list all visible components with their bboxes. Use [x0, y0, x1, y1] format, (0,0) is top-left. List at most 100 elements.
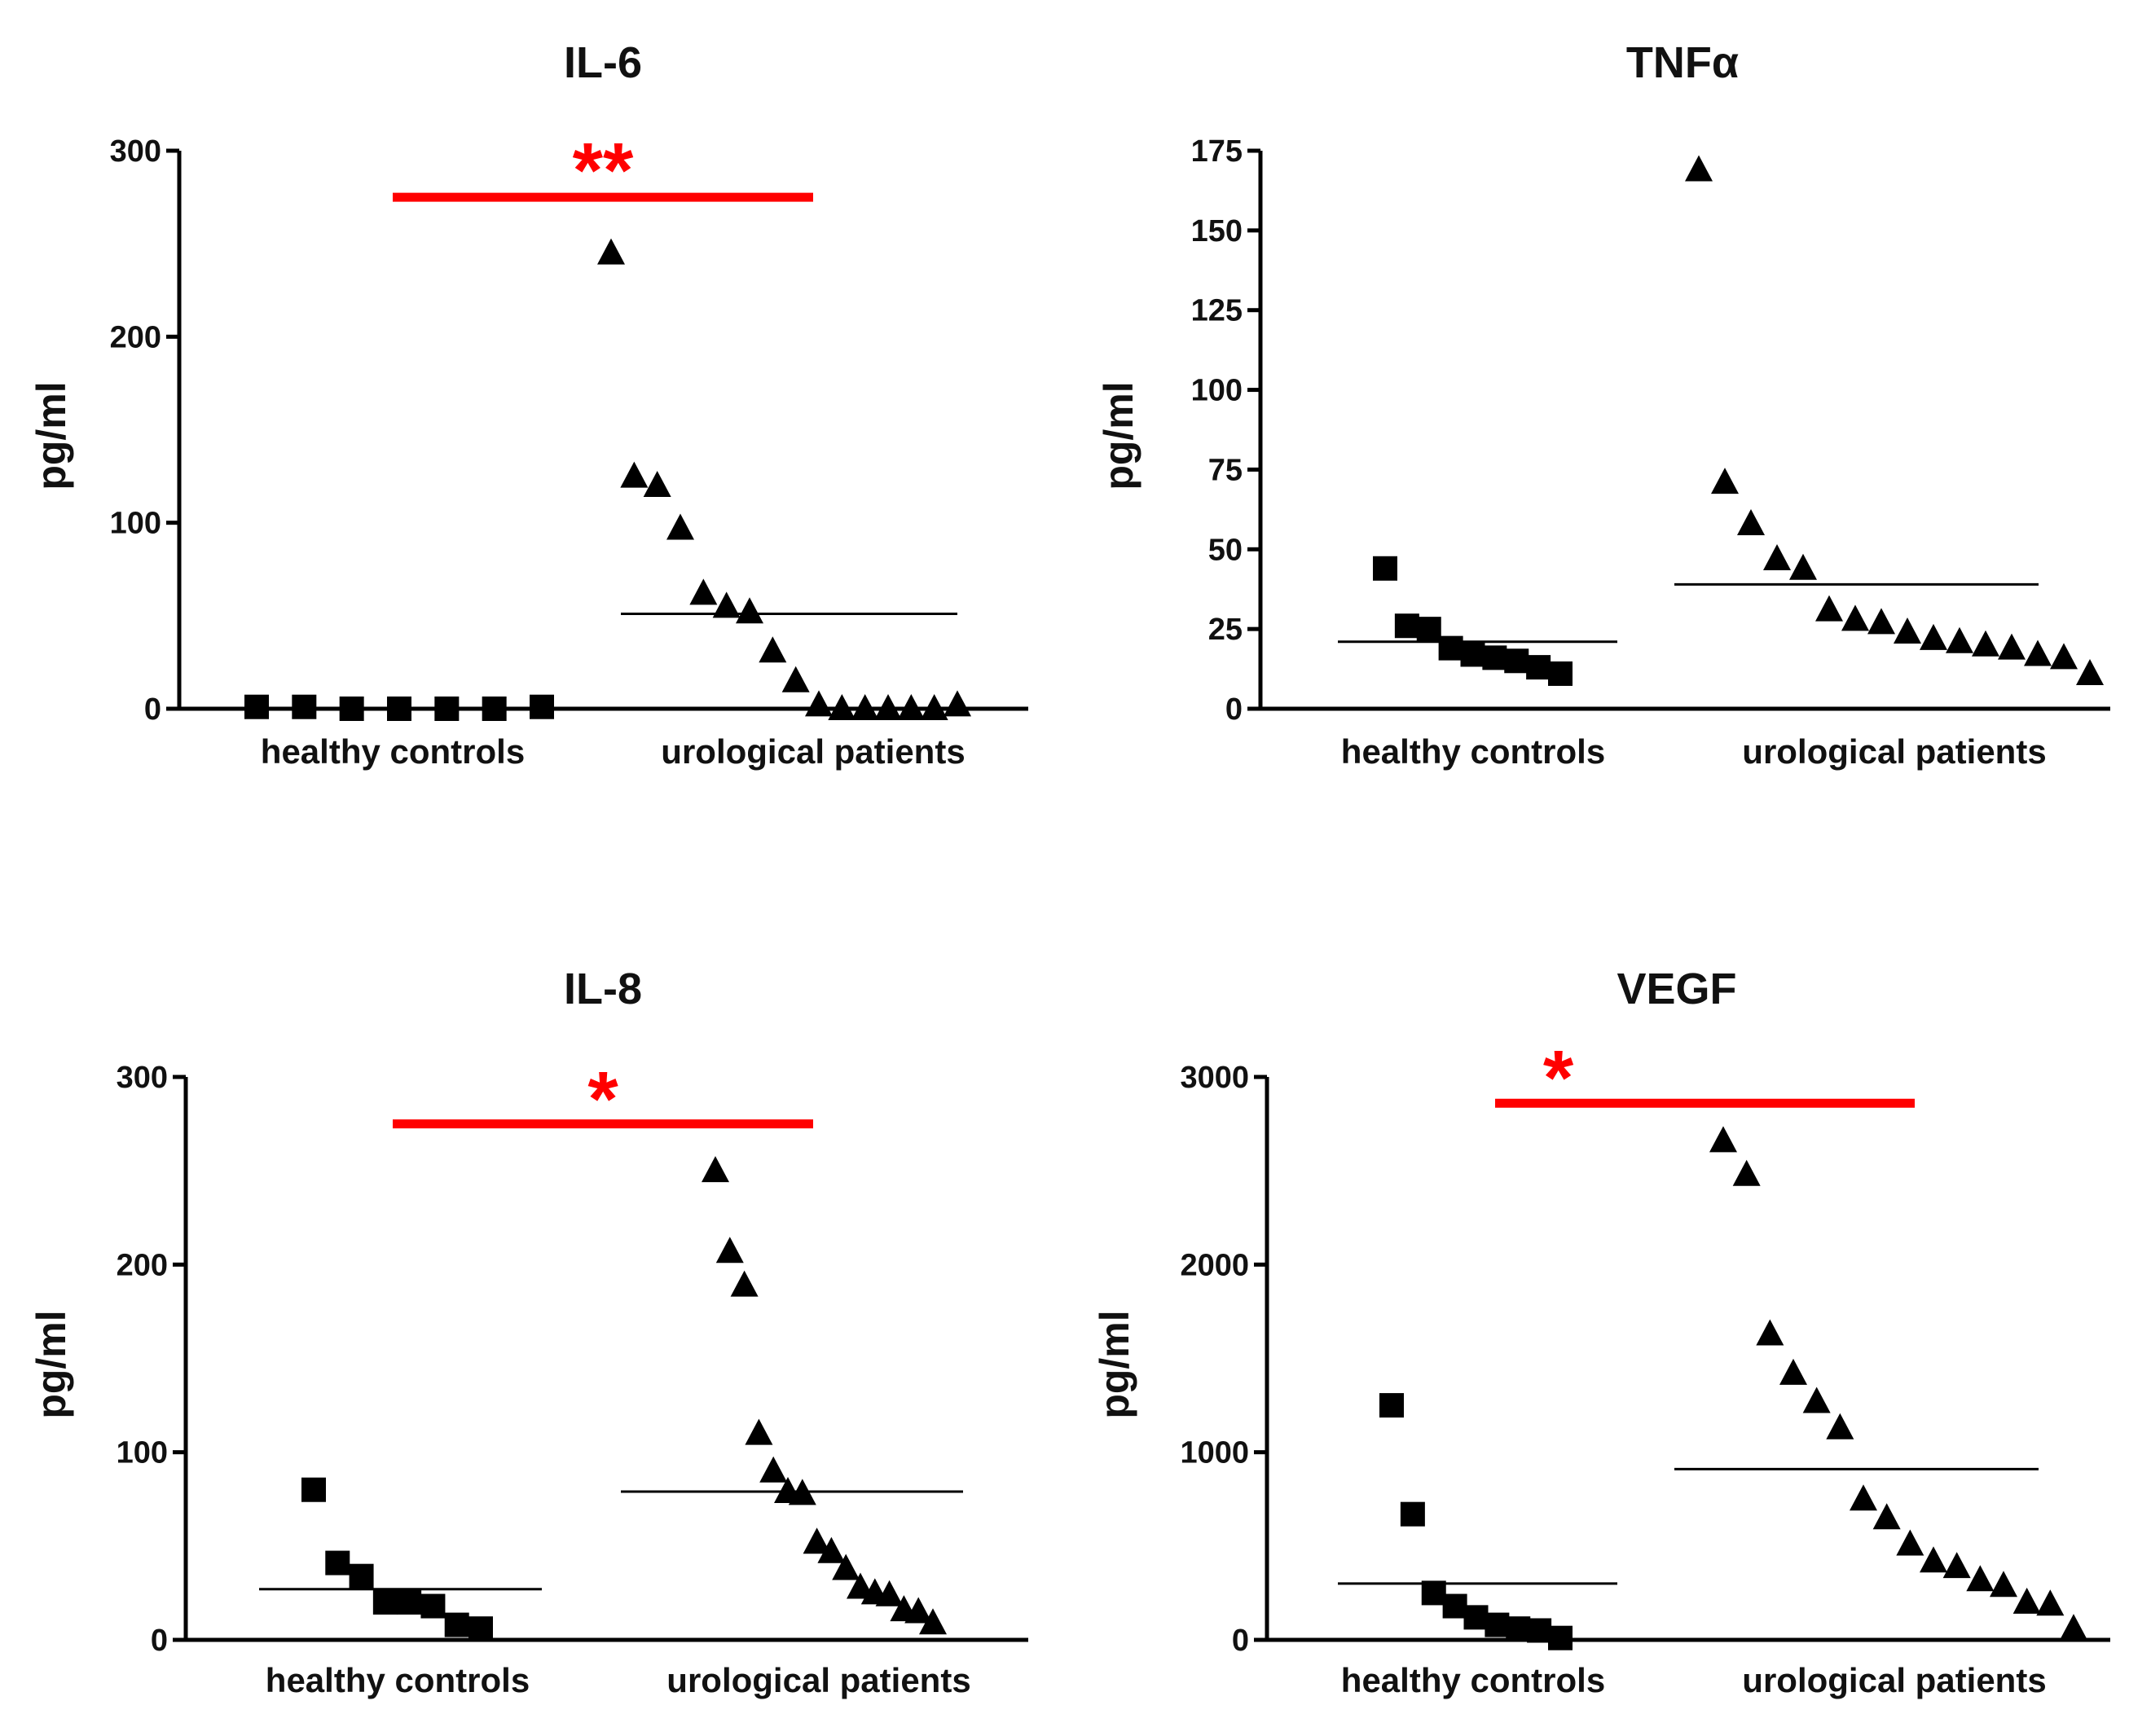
y-tick-label: 25 — [1208, 613, 1243, 647]
y-tick-label: 0 — [1225, 692, 1243, 727]
significance-marker: * — [1543, 1035, 1574, 1122]
category-label-urological-patients: urological patients — [1742, 1661, 2046, 1699]
data-point-triangle — [702, 1156, 729, 1183]
y-tick-label: 3000 — [1180, 1061, 1249, 1095]
data-point-square — [468, 1616, 493, 1642]
data-point-square — [420, 1593, 446, 1619]
y-tick-label: 50 — [1208, 533, 1243, 567]
data-point-triangle — [1711, 468, 1739, 494]
data-point-triangle — [2012, 1587, 2041, 1614]
data-point-triangle — [1815, 595, 1843, 622]
data-point-triangle — [1802, 1387, 1831, 1413]
data-point-triangle — [1709, 1126, 1737, 1153]
data-point-triangle — [781, 666, 810, 692]
data-point-triangle — [643, 471, 671, 497]
significance-marker: * — [587, 1056, 618, 1143]
data-point-triangle — [847, 1572, 874, 1599]
category-label-urological-patients: urological patients — [1742, 732, 2046, 771]
y-tick-label: 125 — [1191, 294, 1243, 328]
data-point-triangle — [1946, 626, 1973, 653]
data-point-triangle — [1942, 1552, 1971, 1579]
data-point-triangle — [1966, 1565, 1995, 1592]
data-point-triangle — [832, 1554, 860, 1580]
category-label-healthy-controls: healthy controls — [266, 1661, 530, 1699]
chart-title: IL-8 — [564, 965, 642, 1013]
category-label-healthy-controls: healthy controls — [1341, 1661, 1605, 1699]
category-label-urological-patients: urological patients — [666, 1661, 970, 1699]
data-point-square — [244, 694, 269, 719]
data-point-square — [1460, 642, 1485, 667]
data-point-triangle — [1850, 1484, 1877, 1511]
data-point-triangle — [803, 1527, 831, 1554]
significance-annotation: ** — [393, 127, 813, 214]
y-axis-label: pg/ml — [1092, 1310, 1137, 1418]
y-axis-label: pg/ml — [29, 1310, 74, 1418]
y-tick-label: 200 — [110, 320, 161, 354]
data-point-triangle — [1894, 617, 1921, 644]
data-point-triangle — [1972, 630, 1999, 657]
data-point-square — [349, 1563, 374, 1589]
data-points — [1338, 155, 2104, 686]
data-point-triangle — [1896, 1529, 1924, 1556]
y-tick-label: 0 — [144, 692, 161, 727]
data-point-triangle — [759, 1456, 788, 1483]
data-point-square — [1438, 635, 1463, 661]
data-point-triangle — [759, 636, 787, 663]
data-point-square — [397, 1589, 422, 1615]
data-point-square — [1526, 655, 1551, 680]
data-point-square — [530, 694, 554, 719]
data-point-square — [292, 694, 317, 719]
data-point-square — [1485, 1612, 1510, 1637]
data-point-triangle — [715, 1237, 744, 1264]
data-point-triangle — [919, 1608, 947, 1635]
data-point-triangle — [1867, 608, 1895, 635]
panel-tnfa: TNFα pg/ml healthy controls urological p… — [1096, 38, 2110, 771]
data-point-triangle — [2060, 1614, 2087, 1641]
data-point-triangle — [1990, 1571, 2017, 1598]
data-point-triangle — [897, 694, 926, 720]
data-point-triangle — [666, 513, 694, 540]
data-point-square — [325, 1550, 350, 1576]
y-tick-label: 100 — [117, 1436, 168, 1470]
data-point-triangle — [1841, 604, 1869, 631]
data-point-triangle — [1998, 633, 2026, 660]
data-point-triangle — [1789, 553, 1817, 580]
data-point-square — [1463, 1605, 1489, 1630]
data-point-triangle — [874, 694, 902, 720]
data-point-triangle — [851, 694, 879, 720]
data-point-triangle — [1920, 1546, 1947, 1573]
data-point-square — [1394, 613, 1419, 639]
data-point-square — [1442, 1593, 1467, 1619]
data-point-triangle — [904, 1597, 933, 1624]
data-point-triangle — [597, 238, 625, 265]
y-ticks: 0 25 50 75 100 125 150 175 — [1191, 134, 1260, 727]
data-point-triangle — [1756, 1319, 1784, 1346]
data-point-triangle — [745, 1418, 773, 1445]
data-point-triangle — [1737, 508, 1765, 535]
y-axis-label: pg/ml — [1096, 381, 1141, 490]
y-tick-label: 2000 — [1180, 1248, 1249, 1282]
y-ticks: 0 1000 2000 3000 — [1180, 1061, 1267, 1658]
data-point-square — [1506, 1616, 1531, 1642]
data-point-triangle — [944, 690, 971, 717]
data-point-triangle — [1826, 1413, 1854, 1439]
data-point-triangle — [736, 597, 763, 624]
y-tick-label: 100 — [110, 507, 161, 541]
y-ticks: 0 100 200 300 — [117, 1061, 186, 1658]
category-label-urological-patients: urological patients — [661, 732, 965, 771]
panel-il6: IL-6 pg/ml healthy controls urological p… — [29, 38, 1028, 771]
data-point-square — [1373, 556, 1397, 581]
data-points — [244, 238, 971, 721]
panel-il8: IL-8 pg/ml healthy controls urological p… — [29, 965, 1028, 1699]
y-tick-label: 300 — [117, 1061, 168, 1095]
y-tick-label: 1000 — [1180, 1436, 1249, 1470]
data-point-square — [444, 1612, 469, 1637]
data-point-triangle — [2036, 1589, 2065, 1616]
data-point-triangle — [620, 461, 649, 488]
significance-annotation: * — [393, 1056, 813, 1143]
data-point-triangle — [828, 694, 856, 720]
data-point-triangle — [689, 578, 718, 605]
data-point-triangle — [730, 1270, 759, 1297]
data-point-square — [1548, 661, 1573, 686]
data-point-triangle — [875, 1580, 904, 1606]
